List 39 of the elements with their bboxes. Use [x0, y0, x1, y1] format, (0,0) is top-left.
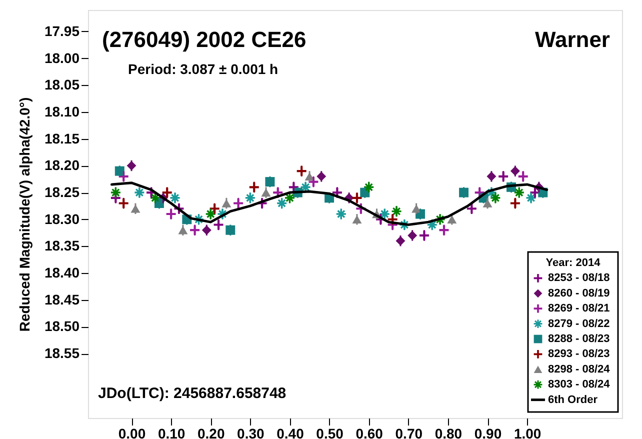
- legend-label: 8253 - 08/18: [548, 272, 610, 284]
- legend-label: 8279 - 08/22: [548, 318, 610, 330]
- x-tick-label: 0.70: [395, 426, 423, 439]
- legend-label: 8269 - 08/21: [548, 302, 610, 315]
- y-tick-label: 18.20: [44, 157, 80, 174]
- legend-label: 8288 - 08/23: [548, 333, 610, 345]
- x-tick-label: 0.60: [356, 426, 384, 439]
- annotation: Warner: [535, 27, 610, 52]
- x-tick-label: 0.20: [197, 426, 225, 439]
- x-tick-label: 0.40: [276, 426, 304, 439]
- y-tick-label: 18.50: [44, 318, 80, 334]
- y-axis-title: Reduced Magnitude(V) alpha(42.0°): [16, 97, 32, 332]
- annotation: Period: 3.087 ± 0.001 h: [128, 61, 278, 77]
- y-tick-label: 18.40: [44, 264, 80, 281]
- annotation: JDo(LTC): 2456887.658748: [98, 385, 286, 402]
- text: (276049) 2002 CE26: [102, 27, 306, 52]
- legend-label: 8303 - 08/24: [548, 378, 611, 391]
- y-tick-label: 18.25: [44, 184, 80, 200]
- legend-title: Year: 2014: [546, 257, 602, 269]
- x-tick-label: 1.00: [514, 426, 542, 439]
- legend-label: 8298 - 08/24: [548, 363, 611, 376]
- y-tick-label: 17.95: [44, 22, 80, 39]
- y-tick-label: 18.35: [44, 238, 80, 254]
- legend-label: 8260 - 08/19: [548, 287, 610, 300]
- y-tick-label: 18.30: [44, 210, 80, 227]
- legend-label: 6th Order: [548, 394, 598, 406]
- y-tick-label: 18.10: [44, 104, 80, 120]
- x-tick-label: 0.10: [158, 426, 186, 439]
- x-tick-label: 0.90: [474, 426, 502, 439]
- y-tick-label: 18.00: [44, 50, 80, 66]
- y-tick-label: 18.15: [44, 130, 80, 146]
- x-tick-label: 0.30: [237, 426, 265, 439]
- x-tick-label: 0.00: [118, 426, 146, 439]
- y-tick-label: 18.45: [44, 291, 80, 308]
- x-tick-label: 0.80: [434, 426, 462, 439]
- y-tick-label: 18.05: [44, 76, 80, 93]
- x-tick-label: 0.50: [316, 426, 344, 439]
- legend-label: 8293 - 08/23: [548, 348, 610, 360]
- y-tick-label: 18.55: [44, 345, 80, 362]
